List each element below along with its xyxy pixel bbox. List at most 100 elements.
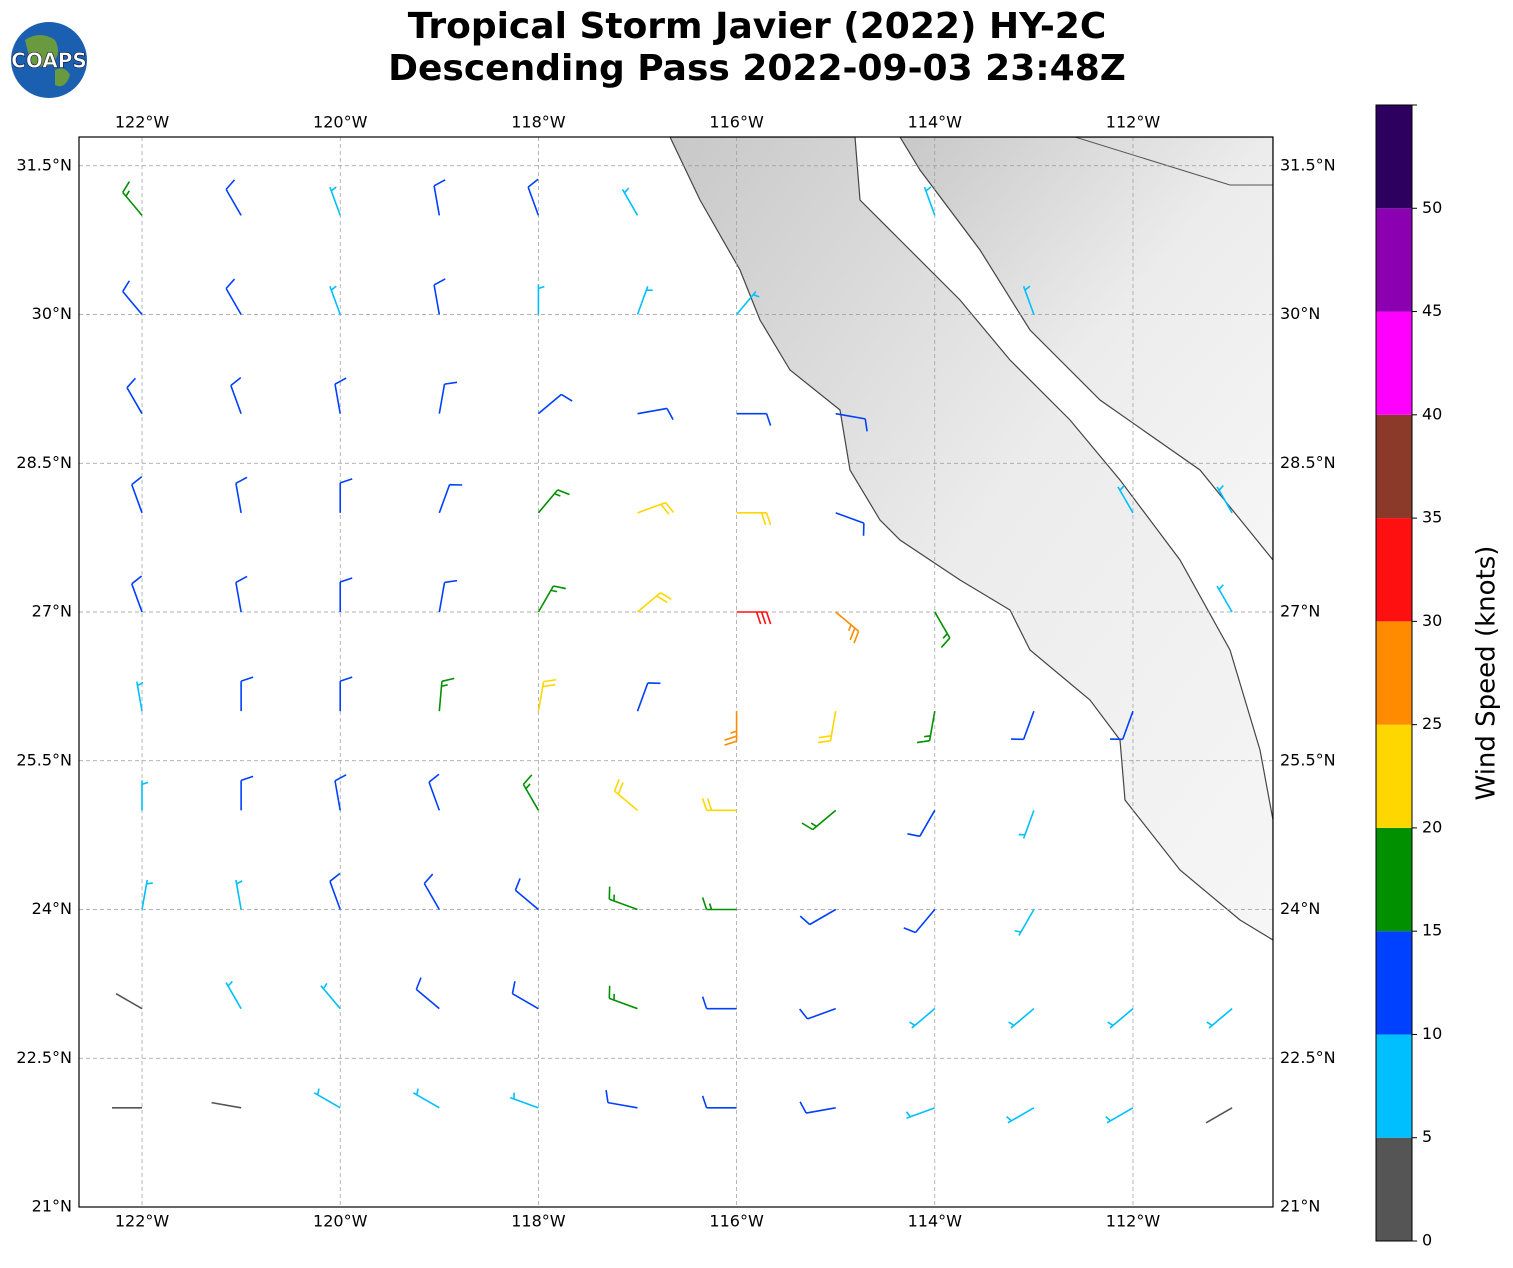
wind-barb [320, 982, 341, 1010]
colorbar-tick-label: 0 [1422, 1231, 1432, 1250]
wind-barb [329, 872, 341, 910]
wind-barb [126, 377, 143, 415]
wind-barb [621, 187, 639, 216]
y-tick-label: 25.5°N [16, 750, 72, 769]
wind-barb [835, 412, 868, 432]
wind-barb [608, 886, 638, 911]
wind-barb [1105, 1107, 1134, 1124]
colorbar-tick-label: 20 [1422, 817, 1442, 836]
y-tick-label: 24°N [32, 899, 72, 918]
wind-barb [799, 908, 837, 926]
wind-barb [605, 1089, 638, 1109]
colorbar-tick-label: 50 [1422, 198, 1442, 217]
wind-barb [141, 780, 149, 811]
x-tick-label: 120°W [313, 113, 368, 132]
wind-barb [334, 377, 347, 414]
y-tick-label: 22.5°N [1280, 1048, 1336, 1067]
logo-text: COAPS [11, 49, 87, 73]
colorbar-segment [1376, 827, 1412, 932]
wind-barb [1206, 1008, 1233, 1029]
y-tick-label: 28.5°N [1280, 453, 1336, 472]
colorbar-tick-label: 35 [1422, 508, 1442, 527]
wind-barb [240, 775, 254, 811]
chart-title: Tropical Storm Javier (2022) HY-2C [408, 6, 1107, 47]
wind-barb [537, 585, 566, 613]
wind-barb [334, 774, 347, 811]
wind-barb [438, 579, 458, 613]
colorbar-segment [1376, 414, 1412, 519]
wind-barb [916, 711, 936, 744]
wind-barb [339, 478, 353, 513]
wind-barb [136, 681, 144, 712]
colorbar-tick-label: 5 [1422, 1127, 1432, 1146]
wind-barb [537, 284, 545, 315]
wind-barb [537, 678, 557, 712]
colorbar-tick-label: 30 [1422, 611, 1442, 630]
colorbar-label: Wind Speed (knots) [1472, 546, 1502, 801]
border [1074, 137, 1231, 186]
wind-barb [235, 476, 248, 513]
colorbar-segment [1376, 105, 1412, 209]
chart-subtitle: Descending Pass 2022-09-03 23:48Z [388, 48, 1126, 89]
wind-barb [122, 280, 143, 316]
wind-barb [923, 186, 936, 216]
wind-barb [724, 711, 738, 746]
y-tick-label: 30°N [1280, 304, 1320, 323]
wind-barb [438, 483, 463, 514]
colorbar-segment [1376, 621, 1412, 725]
wind-barb [903, 908, 936, 934]
x-tick-label: 114°W [908, 113, 963, 132]
wind-barb [438, 381, 458, 414]
wind-barb [801, 809, 837, 831]
wind-barb [736, 512, 772, 526]
y-tick-label: 21°N [1280, 1197, 1320, 1216]
wind-barb [701, 1095, 737, 1109]
colorbar-tick-label: 15 [1422, 921, 1442, 940]
x-tick-label: 122°W [115, 113, 170, 132]
wind-barb [514, 878, 539, 911]
wind-barb [438, 677, 455, 712]
wind-barb [1216, 584, 1233, 613]
wind-barb [522, 774, 540, 811]
wind-barb [235, 575, 248, 613]
colorbar-segment [1376, 311, 1412, 415]
colorbar-tick-label: 40 [1422, 404, 1442, 423]
x-tick-label: 116°W [709, 1212, 764, 1231]
colorbar: 0 5 10 15 20 25 30 35 40 45 50 [1375, 104, 1442, 1250]
grid [79, 137, 1273, 1208]
wind-barb [423, 873, 441, 910]
wind-barb [799, 1007, 836, 1020]
y-tick-label: 28.5°N [16, 453, 72, 472]
wind-barb [701, 798, 737, 812]
wind-barb [511, 981, 539, 1010]
wind-barb [735, 291, 760, 316]
plot-frame [78, 136, 1274, 1208]
wind-barb [1018, 810, 1035, 839]
wind-barb [835, 611, 860, 644]
wind-barb [313, 1088, 341, 1109]
x-tick-label: 114°W [908, 1212, 963, 1231]
wind-barb [428, 773, 441, 811]
wind-barb [225, 980, 242, 1010]
wind-barb [701, 897, 737, 911]
wind-barb [1008, 1008, 1035, 1029]
wind-barb [527, 178, 540, 216]
wind-barb [817, 711, 837, 744]
wind-barb [339, 577, 353, 613]
y-tick-label: 27°N [32, 602, 72, 621]
wind-barb [1006, 1107, 1035, 1124]
wind-barbs [112, 178, 1233, 1124]
wind-barb [537, 393, 573, 415]
y-tick-label: 22.5°N [16, 1048, 72, 1067]
wind-barb [141, 879, 153, 910]
wind-barb [736, 412, 772, 426]
wind-barb [230, 376, 242, 414]
colorbar-segment [1376, 208, 1412, 312]
wind-barb [907, 809, 936, 838]
y-tick-label: 30°N [32, 304, 72, 323]
wind-barb [509, 1092, 539, 1109]
x-tick-label: 112°W [1106, 113, 1161, 132]
x-tick-label: 118°W [511, 1212, 566, 1231]
wind-barb [835, 512, 865, 536]
wind-barb [131, 575, 143, 613]
